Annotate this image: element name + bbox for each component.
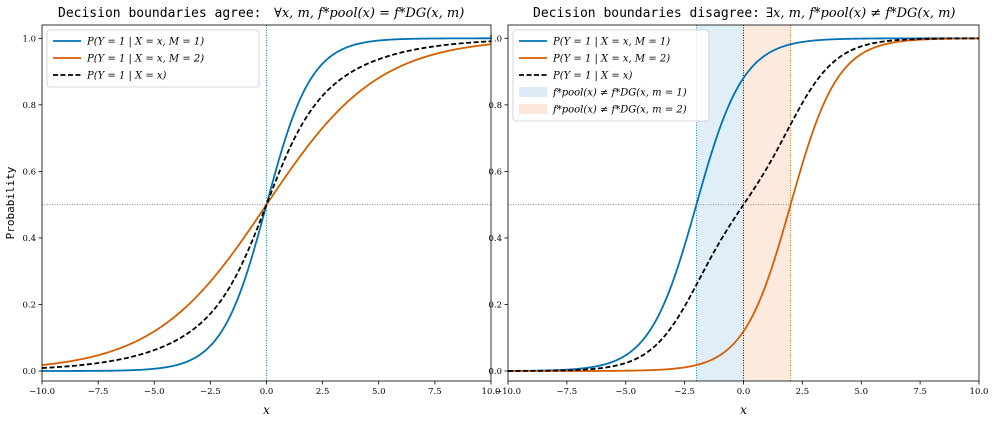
right-legend-label-4: f*pool(x) ≠ f*DG(x, m = 1) <box>552 88 687 99</box>
left-xtick-label: 2.5 <box>316 387 330 397</box>
left-xtick-label: 7.5 <box>428 387 442 397</box>
right-legend-box <box>512 29 710 122</box>
right-series-3-line <box>508 37 979 372</box>
right-legend-label-2: P(Y = 1 | X = x, M = 2) <box>552 54 670 65</box>
right-shaded-region-2 <box>743 25 791 381</box>
left-ytick-label: 0.0 <box>22 367 36 377</box>
left-legend-label-1: P(Y = 1 | X = x, M = 1) <box>86 37 204 48</box>
right-legend-swatch-5 <box>519 104 547 114</box>
left-xtick-label: −10.0 <box>29 387 55 397</box>
right-xtick-label: −7.5 <box>557 387 578 397</box>
right-ytick-label: 0.8 <box>488 101 502 111</box>
right-legend-label-5: f*pool(x) ≠ f*DG(x, m = 2) <box>552 105 687 116</box>
left-ytick-label: 0.6 <box>22 167 36 177</box>
right-legend-label-3: P(Y = 1 | X = x) <box>552 71 633 82</box>
right-x-axis-label: x <box>740 403 747 417</box>
right-ytick-label: 0.2 <box>488 300 502 310</box>
left-xtick-label: 0.0 <box>260 387 274 397</box>
left-xtick-label: −5.0 <box>144 387 165 397</box>
right-xtick-label: 5.0 <box>854 387 868 397</box>
right-ytick-label: 0.6 <box>488 167 502 177</box>
left-legend-label-2: P(Y = 1 | X = x, M = 2) <box>86 54 204 65</box>
left-xtick-label: −2.5 <box>200 387 221 397</box>
right-xtick-label: −5.0 <box>615 387 636 397</box>
left-chart-title: Decision boundaries agree: <box>58 6 262 21</box>
right-series-1-line <box>507 37 979 372</box>
right-xtick-label: 10.0 <box>970 387 989 397</box>
left-xtick-label: 10.0 <box>482 387 501 397</box>
right-ytick-label: 0.4 <box>488 234 502 244</box>
right-xtick-label: −2.5 <box>674 387 695 397</box>
left-y-axis-label: Probability <box>4 166 17 239</box>
right-chart-title-formula: ∃x, m, f*pool(x) ≠ f*DG(x, m) <box>766 6 956 21</box>
right-ytick-label: 1.0 <box>488 34 502 44</box>
left-xtick-label: −7.5 <box>88 387 109 397</box>
left-ytick-label: 0.2 <box>22 300 36 310</box>
right-xtick-label: −10.0 <box>495 387 521 397</box>
right-xtick-label: 7.5 <box>913 387 927 397</box>
right-ytick-label: 0.0 <box>488 367 502 377</box>
right-chart-title: Decision boundaries disagree: <box>533 6 760 21</box>
right-chart-panel: −10.0 −7.5 −5.0 −2.5 0.0 2.5 5.0 7.5 10.0 0.0 0.2 0… <box>488 6 988 417</box>
left-series-3-line <box>41 40 492 369</box>
right-legend-swatch-4 <box>519 87 547 97</box>
left-chart-panel: −10.0 −7.5 −5.0 −2.5 0.0 2.5 5.0 7.5 10.0 0.0 0.2 0… <box>4 6 500 417</box>
left-ytick-label: 0.4 <box>22 234 36 244</box>
right-series-2-line <box>508 37 980 372</box>
left-xtick-label: 5.0 <box>372 387 386 397</box>
left-ytick-label: 1.0 <box>22 34 36 44</box>
left-legend-label-3: P(Y = 1 | X = x) <box>86 71 167 82</box>
right-xtick-label: 2.5 <box>796 387 810 397</box>
left-legend-box <box>46 29 260 88</box>
right-legend-label-1: P(Y = 1 | X = x, M = 1) <box>552 37 670 48</box>
left-ytick-label: 0.8 <box>22 101 36 111</box>
right-xtick-label: 0.0 <box>737 387 751 397</box>
left-chart-title-formula: ∀x, m, f*pool(x) = f*DG(x, m) <box>274 6 464 21</box>
left-x-axis-label: x <box>263 403 270 417</box>
